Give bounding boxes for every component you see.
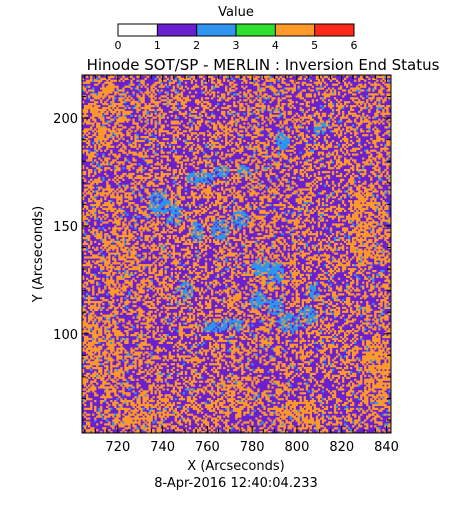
- colorbar-tick-label: 6: [351, 39, 358, 52]
- colorbar-tick-label: 5: [311, 39, 318, 52]
- x-tick-label: 800: [285, 440, 310, 455]
- heatmap-cells: [82, 75, 391, 433]
- x-tick-label: 820: [329, 440, 354, 455]
- y-axis: 100 150 200: [53, 74, 391, 421]
- x-tick-label: 740: [150, 440, 175, 455]
- colorbar-bin-1: [157, 24, 197, 36]
- x-tick-label: 840: [374, 440, 399, 455]
- x-tick-label: 780: [240, 440, 265, 455]
- colorbar-bin-4: [275, 24, 315, 36]
- x-tick-label: 760: [195, 440, 220, 455]
- colorbar-bin-3: [236, 24, 276, 36]
- colorbar-tick-label: 0: [115, 39, 122, 52]
- plot-frame: [81, 74, 392, 434]
- colorbar-bin-0: [118, 24, 158, 36]
- colorbar-tick-label: 3: [233, 39, 240, 52]
- colorbar-ticks: 0 1 2 3 4 5 6: [115, 24, 358, 52]
- heatmap-plot: [82, 75, 391, 433]
- timestamp-footer: 8-Apr-2016 12:40:04.233: [154, 476, 318, 491]
- colorbar-bin-2: [196, 24, 236, 36]
- colorbar-bins: [118, 24, 354, 36]
- y-axis-label: Y (Arcseconds): [31, 206, 46, 303]
- x-axis: 720 740 760 780 800 820 840: [83, 75, 399, 455]
- colorbar: Value 0 1 2 3 4 5 6: [115, 5, 358, 52]
- colorbar-label: Value: [218, 5, 254, 20]
- y-tick-label: 100: [53, 328, 78, 343]
- colorbar-tick-label: 4: [272, 39, 279, 52]
- y-tick-label: 150: [53, 220, 78, 235]
- colorbar-bin-5: [314, 24, 354, 36]
- y-tick-label: 200: [53, 112, 78, 127]
- colorbar-tick-label: 2: [193, 39, 200, 52]
- colorbar-tick-label: 1: [154, 39, 161, 52]
- chart-title: Hinode SOT/SP - MERLIN : Inversion End S…: [87, 56, 440, 74]
- x-axis-label: X (Arcseconds): [187, 459, 284, 474]
- x-tick-label: 720: [105, 440, 130, 455]
